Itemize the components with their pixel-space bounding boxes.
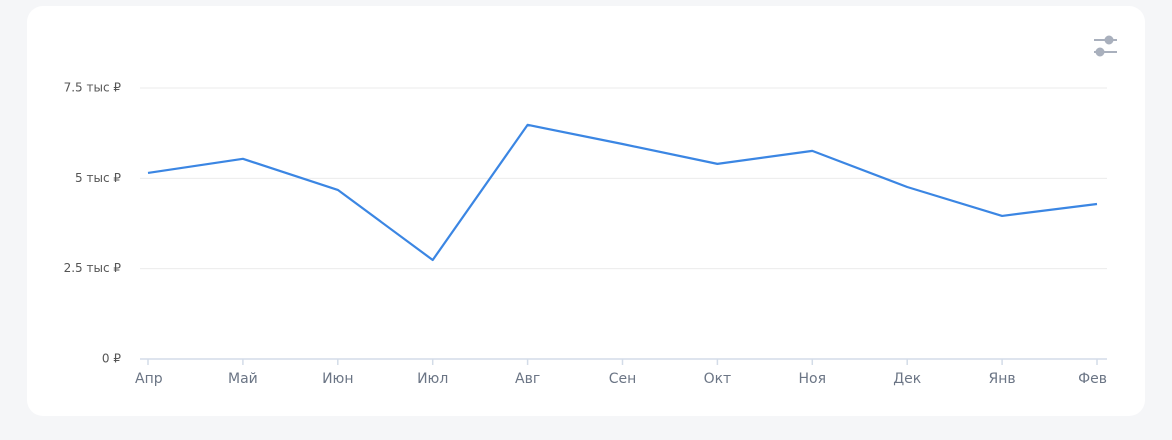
x-tick-label: Май <box>228 371 258 387</box>
x-tick-label: Янв <box>989 371 1016 387</box>
x-tick-label: Апр <box>135 371 163 387</box>
x-tick-label: Авг <box>515 371 540 387</box>
y-tick-label: 7.5 тыс ₽ <box>64 81 122 95</box>
chart-card <box>27 6 1145 416</box>
y-tick-label: 2.5 тыс ₽ <box>64 261 122 275</box>
x-tick-label: Сен <box>609 371 637 387</box>
x-tick-label: Дек <box>893 371 921 387</box>
y-tick-label: 0 ₽ <box>102 352 121 366</box>
icon-knob <box>1104 35 1114 45</box>
y-tick-label: 5 тыс ₽ <box>75 171 121 185</box>
x-tick-label: Ноя <box>799 371 827 387</box>
filter-icon[interactable] <box>1094 35 1117 57</box>
line-series <box>147 123 1098 262</box>
icon-knob <box>1095 47 1105 57</box>
x-tick-label: Окт <box>704 371 732 387</box>
x-tick-label: Фев <box>1078 371 1107 387</box>
x-tick-label: Июл <box>417 371 448 387</box>
x-tick-label: Июн <box>322 371 353 387</box>
